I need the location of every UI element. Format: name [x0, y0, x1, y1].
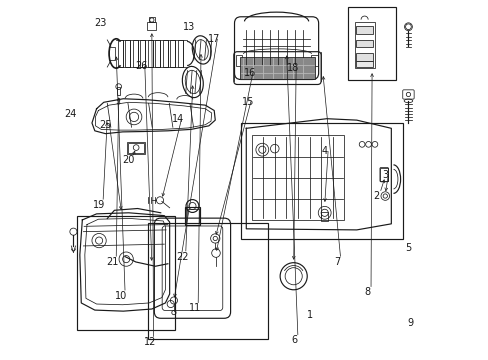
- Bar: [126, 141, 145, 154]
- Text: 3: 3: [382, 170, 387, 180]
- Text: 5: 5: [405, 243, 411, 253]
- Text: 15: 15: [242, 96, 254, 107]
- Bar: [117, 87, 120, 95]
- Bar: [251, 135, 344, 220]
- Bar: [148, 223, 267, 339]
- Bar: [109, 47, 115, 60]
- Bar: [170, 40, 175, 67]
- Text: 22: 22: [176, 252, 188, 262]
- Text: 9: 9: [407, 318, 412, 328]
- Text: 12: 12: [143, 337, 156, 347]
- Text: 13: 13: [183, 22, 195, 32]
- Text: 18: 18: [286, 63, 298, 73]
- Text: 17: 17: [207, 34, 220, 44]
- Bar: [163, 40, 167, 67]
- Bar: [155, 40, 160, 67]
- Text: 25: 25: [99, 120, 112, 130]
- Bar: [347, 7, 395, 80]
- Text: 8: 8: [364, 287, 370, 297]
- Bar: [77, 216, 175, 330]
- Bar: [356, 53, 372, 61]
- Bar: [147, 40, 152, 67]
- Bar: [379, 168, 387, 181]
- Text: 11: 11: [188, 303, 200, 313]
- Text: 2: 2: [372, 191, 379, 201]
- Bar: [356, 26, 372, 34]
- Text: 10: 10: [115, 291, 127, 301]
- Text: 20: 20: [122, 156, 135, 165]
- Bar: [184, 207, 200, 225]
- Text: 7: 7: [333, 257, 340, 267]
- Bar: [356, 40, 372, 48]
- Bar: [118, 40, 122, 67]
- Text: 24: 24: [64, 109, 77, 119]
- Bar: [133, 40, 138, 67]
- Text: 16: 16: [243, 68, 255, 78]
- Bar: [140, 40, 145, 67]
- Text: 1: 1: [307, 310, 313, 320]
- Polygon shape: [240, 57, 314, 79]
- Text: 26: 26: [135, 61, 147, 71]
- Bar: [310, 55, 317, 66]
- Text: 14: 14: [172, 114, 184, 125]
- Bar: [178, 40, 183, 67]
- Text: 23: 23: [94, 18, 106, 28]
- Bar: [147, 22, 156, 30]
- Text: 19: 19: [93, 200, 105, 210]
- Bar: [321, 212, 327, 221]
- Bar: [235, 55, 242, 66]
- Bar: [149, 18, 154, 22]
- Text: 21: 21: [106, 257, 119, 267]
- Bar: [125, 40, 130, 67]
- Text: 4: 4: [321, 147, 327, 157]
- Bar: [356, 61, 372, 67]
- Text: 6: 6: [291, 336, 297, 345]
- Bar: [128, 143, 143, 153]
- Bar: [241, 123, 402, 239]
- Bar: [354, 22, 374, 68]
- Bar: [185, 209, 199, 223]
